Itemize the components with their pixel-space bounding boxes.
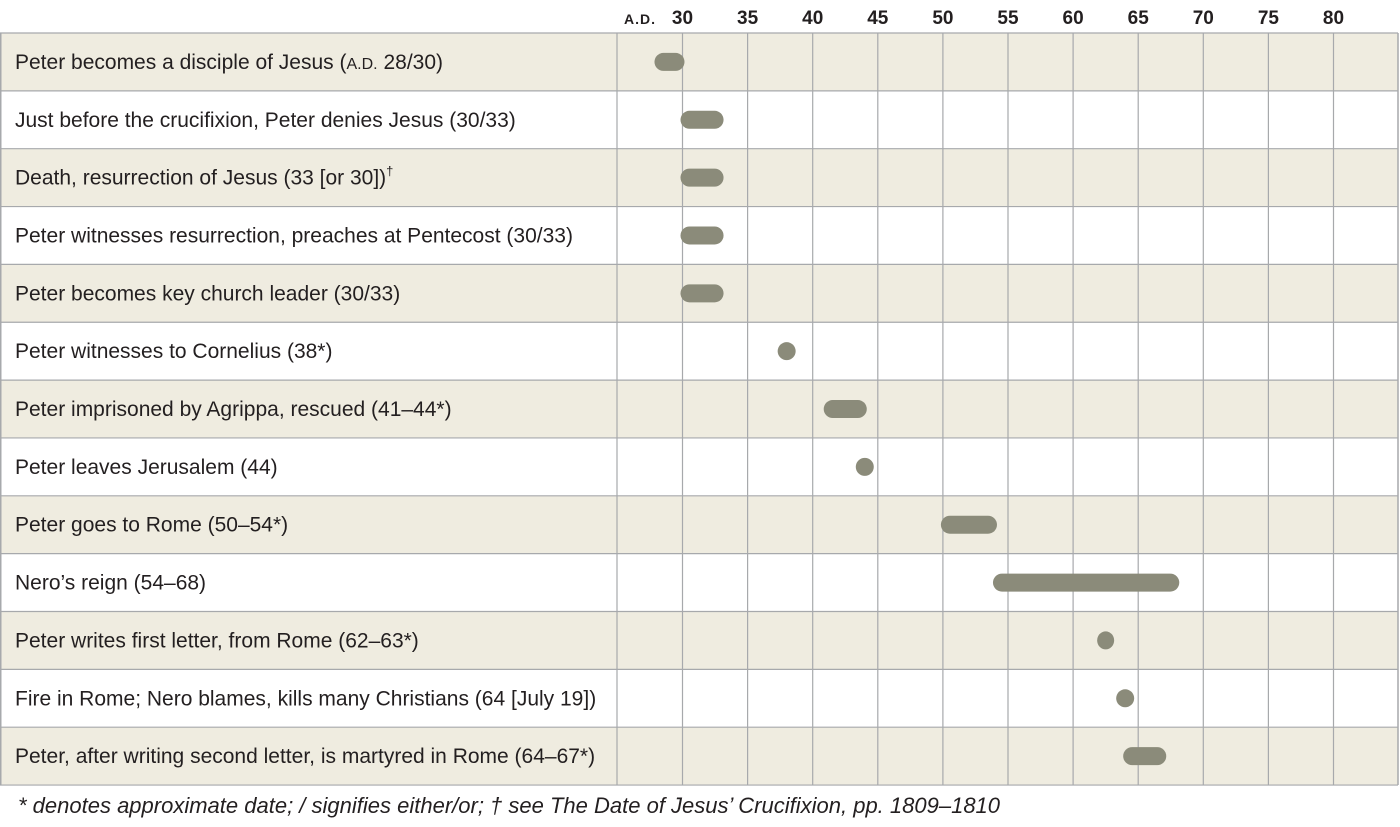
row-label: Peter becomes a disciple of Jesus (A.D. … bbox=[15, 51, 443, 74]
event-dot bbox=[1116, 689, 1135, 708]
row-label-text: Peter goes to Rome (50–54*) bbox=[15, 514, 288, 537]
x-tick-label: 35 bbox=[737, 8, 759, 29]
row-label: Just before the crucifixion, Peter denie… bbox=[15, 109, 516, 132]
event-bar bbox=[680, 226, 724, 245]
row-label-superscript: † bbox=[386, 164, 393, 179]
row-label: Nero’s reign (54–68) bbox=[15, 572, 206, 595]
event-bar bbox=[680, 168, 724, 187]
row-background bbox=[0, 33, 1398, 91]
row-label: Peter witnesses resurrection, preaches a… bbox=[15, 224, 573, 247]
row-background bbox=[0, 611, 1398, 670]
row-background bbox=[0, 553, 1398, 612]
row-label-text: Peter witnesses resurrection, preaches a… bbox=[15, 224, 573, 247]
row-label-text: Peter leaves Jerusalem (44) bbox=[15, 456, 278, 479]
event-bar bbox=[1123, 747, 1167, 766]
event-dot bbox=[777, 342, 796, 361]
row-label: Death, resurrection of Jesus (33 [or 30]… bbox=[15, 164, 393, 190]
event-bar bbox=[654, 52, 685, 71]
x-tick-label: 60 bbox=[1063, 8, 1084, 29]
row-label-text: Death, resurrection of Jesus (33 [or 30]… bbox=[15, 167, 386, 190]
x-tick-label: 70 bbox=[1193, 8, 1214, 29]
x-tick-label: 45 bbox=[867, 8, 889, 29]
event-bar bbox=[1097, 631, 1115, 650]
row-background bbox=[0, 380, 1398, 438]
row-background bbox=[0, 669, 1398, 728]
x-tick-label: 75 bbox=[1258, 8, 1280, 29]
row-label: Peter leaves Jerusalem (44) bbox=[15, 456, 278, 479]
x-tick-label: 30 bbox=[672, 8, 693, 29]
row-label: Peter becomes key church leader (30/33) bbox=[15, 282, 400, 305]
row-label-text-after: 28/30) bbox=[378, 51, 443, 74]
event-bar bbox=[680, 110, 724, 129]
row-label-text: Peter witnesses to Cornelius (38*) bbox=[15, 340, 332, 363]
row-label-text: Peter becomes a disciple of Jesus ( bbox=[15, 51, 347, 74]
row-label: Peter goes to Rome (50–54*) bbox=[15, 514, 288, 537]
row-background bbox=[0, 437, 1398, 496]
x-tick-label: 55 bbox=[997, 8, 1019, 29]
row-label: Peter witnesses to Cornelius (38*) bbox=[15, 340, 332, 363]
row-label-text: Just before the crucifixion, Peter denie… bbox=[15, 109, 516, 132]
event-bar bbox=[680, 284, 724, 303]
row-label-text: Peter imprisoned by Agrippa, rescued (41… bbox=[15, 398, 452, 421]
row-label: Peter, after writing second letter, is m… bbox=[15, 745, 595, 768]
x-tick-label: 80 bbox=[1323, 8, 1344, 29]
era-label: A.D. bbox=[624, 11, 656, 27]
row-label-text: Fire in Rome; Nero blames, kills many Ch… bbox=[15, 687, 596, 710]
row-label: Peter writes first letter, from Rome (62… bbox=[15, 629, 419, 652]
event-bar bbox=[940, 515, 997, 534]
row-background bbox=[0, 322, 1398, 381]
row-label: Fire in Rome; Nero blames, kills many Ch… bbox=[15, 687, 596, 710]
row-label-text: Peter becomes key church leader (30/33) bbox=[15, 282, 400, 305]
footnote: * denotes approximate date; / signifies … bbox=[18, 793, 1001, 818]
row-label-era: A.D. bbox=[347, 56, 378, 73]
x-tick-label: 50 bbox=[932, 8, 953, 29]
x-tick-label: 65 bbox=[1128, 8, 1150, 29]
row-label: Peter imprisoned by Agrippa, rescued (41… bbox=[15, 398, 452, 421]
row-label-text: Peter writes first letter, from Rome (62… bbox=[15, 629, 419, 652]
x-tick-label: 40 bbox=[802, 8, 823, 29]
row-background bbox=[0, 495, 1398, 554]
event-dot bbox=[855, 457, 874, 476]
event-bar bbox=[992, 573, 1180, 592]
event-bar bbox=[823, 400, 867, 419]
row-label-text: Nero’s reign (54–68) bbox=[15, 572, 206, 595]
row-label-text: Peter, after writing second letter, is m… bbox=[15, 745, 595, 768]
